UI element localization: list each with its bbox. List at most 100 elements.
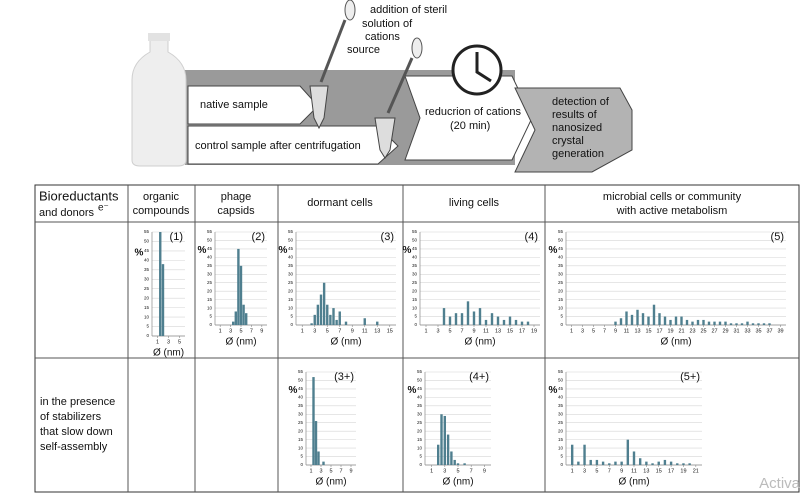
bar — [437, 444, 440, 465]
bar — [376, 321, 379, 325]
y-tick-label: 35 — [207, 263, 213, 268]
x-tick-label: 7 — [338, 328, 341, 334]
bar — [638, 458, 642, 465]
bar — [478, 308, 482, 325]
x-tick-label: 11 — [631, 468, 637, 474]
x-tick-label: 7 — [339, 468, 342, 474]
y-tick-label: 40 — [558, 255, 564, 260]
bar — [768, 323, 771, 325]
x-tick-label: 13 — [374, 328, 380, 334]
y-tick-label: 10 — [412, 305, 418, 310]
bar — [595, 459, 599, 465]
y-tick-label: 50 — [288, 238, 294, 243]
bar — [619, 318, 623, 325]
pipette-text: source — [347, 44, 380, 56]
control-sample: control sample after centrifugation — [195, 140, 361, 152]
x-tick-label: 7 — [460, 328, 463, 334]
bar — [652, 304, 656, 325]
y-tick-label: 20 — [558, 428, 564, 433]
y-axis-label: % — [408, 385, 417, 396]
x-tick-label: 17 — [668, 468, 674, 474]
table-border — [34, 184, 800, 493]
y-tick-label: 20 — [412, 288, 418, 293]
x-tick-label: 9 — [483, 468, 486, 474]
y-tick-label: 45 — [558, 386, 564, 391]
bar — [453, 459, 456, 465]
x-tick-label: 15 — [507, 328, 513, 334]
y-axis-label: % — [549, 245, 558, 256]
y-tick-label: 35 — [412, 263, 418, 268]
y-tick-label: 15 — [207, 297, 213, 302]
bar — [460, 313, 464, 325]
bar — [577, 461, 580, 465]
bar — [707, 321, 711, 325]
bar — [724, 321, 727, 325]
bar — [740, 323, 744, 325]
bar — [685, 319, 689, 325]
y-tick-label: 45 — [144, 248, 150, 253]
bar — [583, 444, 586, 465]
bar — [316, 304, 320, 325]
pipette-text: addition of steril — [370, 4, 447, 16]
y-tick-label: 40 — [298, 395, 304, 400]
pipette — [386, 57, 414, 114]
x-tick-label: 11 — [362, 328, 368, 334]
bottle-cap — [148, 33, 170, 41]
table: Bioreductants and donors e⁻ organic comp… — [34, 184, 800, 493]
x-tick-label: 15 — [387, 328, 393, 334]
bar — [446, 434, 450, 465]
y-axis-label: % — [549, 385, 558, 396]
pipette-text: solution of — [362, 18, 413, 30]
y-tick-label: 10 — [417, 445, 423, 450]
bar — [691, 321, 694, 325]
tube — [309, 85, 329, 130]
bar — [363, 318, 366, 325]
row-label: in the presence — [40, 396, 115, 408]
y-tick-label: 50 — [412, 238, 418, 243]
x-tick-label: 13 — [634, 328, 640, 334]
bar — [674, 316, 678, 325]
bar — [232, 321, 235, 325]
y-axis-label: % — [198, 245, 207, 256]
y-tick-label: 5 — [414, 314, 417, 319]
y-tick-label: 5 — [560, 454, 563, 459]
y-tick-label: 5 — [419, 454, 422, 459]
y-tick-label: 35 — [558, 403, 564, 408]
x-tick-label: 39 — [777, 328, 783, 334]
bar — [688, 463, 691, 465]
bar — [502, 319, 506, 325]
x-tick-label: 5 — [592, 328, 595, 334]
x-tick-label: 3 — [443, 468, 446, 474]
y-tick-label: 25 — [288, 280, 294, 285]
y-tick-label: 20 — [298, 428, 304, 433]
x-tick-label: 3 — [167, 339, 170, 345]
y-tick-label: 5 — [209, 314, 212, 319]
y-tick-label: 30 — [288, 271, 294, 276]
bar — [696, 319, 700, 325]
x-axis-label: Ø (nm) — [464, 337, 495, 348]
x-tick-label: 1 — [571, 468, 574, 474]
y-tick-label: 25 — [558, 420, 564, 425]
y-tick-label: 55 — [144, 229, 150, 234]
chart-label: (4) — [525, 231, 538, 243]
bar — [663, 316, 667, 325]
column-header: compounds — [133, 205, 190, 217]
y-tick-label: 35 — [417, 403, 423, 408]
x-axis-label: Ø (nm) — [442, 477, 473, 488]
y-tick-label: 20 — [288, 288, 294, 293]
bar — [669, 461, 673, 465]
y-tick-label: 55 — [207, 229, 213, 234]
y-tick-label: 15 — [417, 437, 423, 442]
x-tick-label: 25 — [700, 328, 706, 334]
bar — [729, 323, 733, 325]
y-tick-label: 40 — [288, 255, 294, 260]
y-tick-label: 5 — [290, 314, 293, 319]
y-tick-label: 0 — [146, 333, 149, 338]
detection-text: generation — [552, 148, 604, 160]
bar — [319, 294, 323, 325]
detection-text: results of — [552, 109, 598, 121]
y-tick-label: 55 — [412, 229, 418, 234]
chart-label: (5+) — [680, 371, 700, 383]
chart-label: (3) — [381, 231, 394, 243]
bar — [630, 314, 634, 325]
